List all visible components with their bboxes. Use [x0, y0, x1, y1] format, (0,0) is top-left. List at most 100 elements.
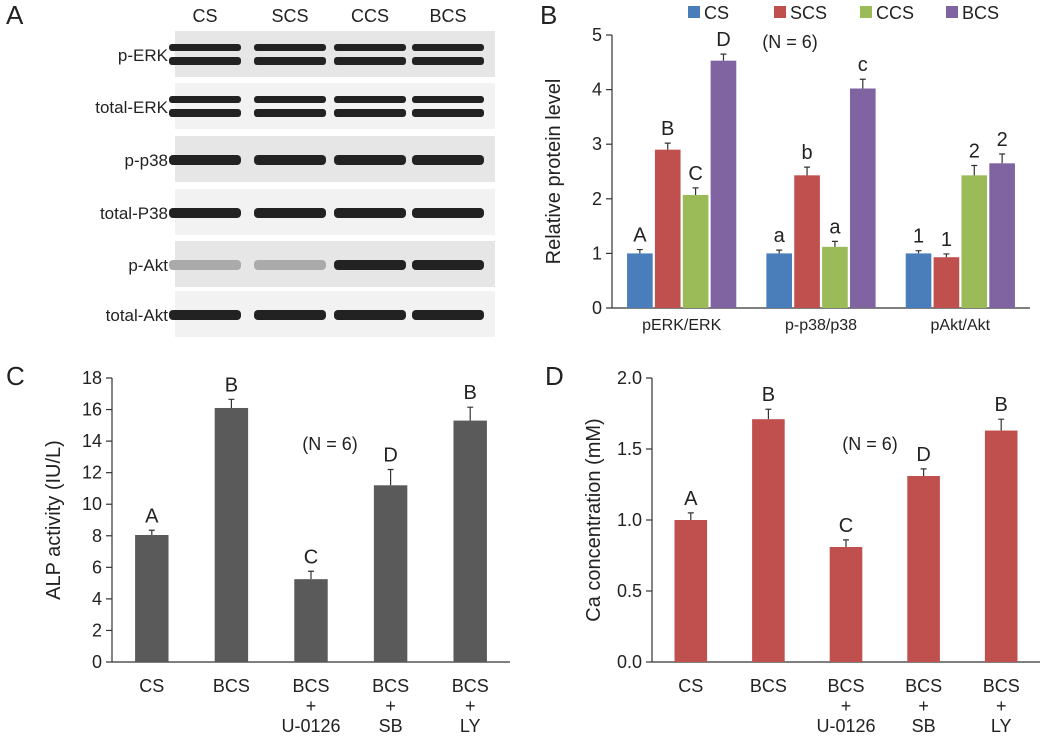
- band: [169, 57, 241, 65]
- legend-swatch: [860, 6, 872, 18]
- band: [334, 260, 406, 270]
- band: [334, 109, 406, 117]
- y-tick-label: 1.0: [617, 510, 642, 530]
- x-tick-line: LY: [991, 716, 1012, 736]
- x-tick-line: CS: [139, 676, 164, 696]
- bar: [961, 175, 988, 308]
- y-tick-label: 4: [592, 80, 602, 100]
- band: [412, 57, 484, 65]
- row-label: total-ERK: [95, 98, 168, 117]
- band: [412, 44, 484, 51]
- y-tick-label: 0: [92, 652, 102, 672]
- x-tick-label: BCS + SB: [372, 676, 409, 736]
- x-tick-line: BCS: [292, 676, 329, 696]
- bar: [984, 430, 1018, 662]
- legend-label: CS: [704, 3, 729, 23]
- bar: [453, 420, 487, 662]
- significance-letter: A: [684, 488, 698, 510]
- error-bar: [467, 406, 474, 421]
- error-bar: [720, 53, 727, 61]
- x-tick-label: CS: [678, 676, 703, 696]
- y-tick-label: 0.0: [617, 652, 642, 672]
- x-tick-label: pERK/ERK: [642, 317, 721, 334]
- band: [334, 96, 406, 103]
- y-tick-label: 6: [92, 557, 102, 577]
- band: [254, 44, 326, 51]
- blot-background: [175, 83, 495, 129]
- y-tick-label: 10: [82, 494, 102, 514]
- lane-label: SCS: [271, 6, 308, 26]
- error-bar: [943, 253, 950, 258]
- y-axis-label: Relative protein level: [543, 79, 565, 265]
- panel-label: A: [6, 0, 24, 30]
- x-tick-label: p-p38/p38: [785, 317, 857, 334]
- significance-letter: D: [916, 444, 930, 466]
- lane-label: CCS: [351, 6, 389, 26]
- band: [334, 44, 406, 51]
- error-bar: [915, 250, 922, 254]
- y-tick-label: 1: [592, 243, 602, 263]
- y-tick-label: 0.5: [617, 581, 642, 601]
- band: [412, 96, 484, 103]
- significance-letter: D: [383, 445, 397, 467]
- panel-label: D: [545, 361, 564, 391]
- y-tick-label: 2: [592, 189, 602, 209]
- row-label: p-Akt: [128, 256, 168, 275]
- error-bar: [999, 153, 1006, 164]
- bar: [829, 546, 863, 662]
- significance-letter: 1: [913, 226, 924, 248]
- significance-letter: 2: [997, 129, 1008, 151]
- error-bar: [859, 78, 866, 89]
- error-bar: [148, 529, 155, 535]
- bar: [989, 163, 1015, 308]
- error-bar: [636, 248, 643, 254]
- significance-letter: 1: [941, 229, 952, 251]
- bar: [822, 246, 848, 308]
- significance-letter: B: [995, 394, 1008, 416]
- x-tick-label: pAkt/Akt: [931, 317, 991, 334]
- band: [412, 310, 484, 320]
- significance-letter: B: [762, 384, 775, 406]
- error-bar: [387, 468, 394, 486]
- lane-label: CS: [192, 6, 217, 26]
- band: [169, 44, 241, 51]
- x-tick-line: BCS: [983, 676, 1020, 696]
- panel-label: B: [540, 0, 557, 30]
- significance-letter: c: [858, 54, 868, 76]
- row-label: total-Akt: [106, 306, 169, 325]
- band: [169, 96, 241, 103]
- legend-label: CCS: [876, 3, 914, 23]
- band: [412, 260, 484, 270]
- x-tick-line: +: [841, 696, 852, 716]
- band: [334, 208, 406, 218]
- error-bar: [692, 187, 699, 195]
- y-tick-label: 4: [92, 589, 102, 609]
- band: [169, 109, 241, 117]
- error-bar: [776, 249, 783, 254]
- bar: [907, 475, 940, 662]
- x-tick-line: +: [996, 696, 1007, 716]
- bar: [710, 60, 737, 308]
- band: [254, 109, 326, 117]
- band: [334, 310, 406, 320]
- bar: [214, 407, 249, 662]
- significance-letter: A: [145, 505, 159, 527]
- x-tick-line: LY: [460, 716, 481, 736]
- y-tick-label: 2: [92, 620, 102, 640]
- x-tick-line: U-0126: [816, 716, 875, 736]
- band: [169, 260, 241, 270]
- legend-label: SCS: [790, 3, 827, 23]
- band: [254, 96, 326, 103]
- x-tick-line: +: [465, 696, 476, 716]
- x-tick-label: BCS + U-0126: [816, 676, 875, 736]
- band: [254, 155, 326, 165]
- panel-label: C: [6, 361, 25, 391]
- bar: [654, 149, 681, 308]
- error-bar: [765, 408, 772, 420]
- bar: [794, 175, 820, 308]
- bar: [294, 579, 328, 662]
- x-tick-line: BCS: [452, 676, 489, 696]
- y-tick-label: 12: [82, 463, 102, 483]
- y-tick-label: 1.5: [617, 439, 642, 459]
